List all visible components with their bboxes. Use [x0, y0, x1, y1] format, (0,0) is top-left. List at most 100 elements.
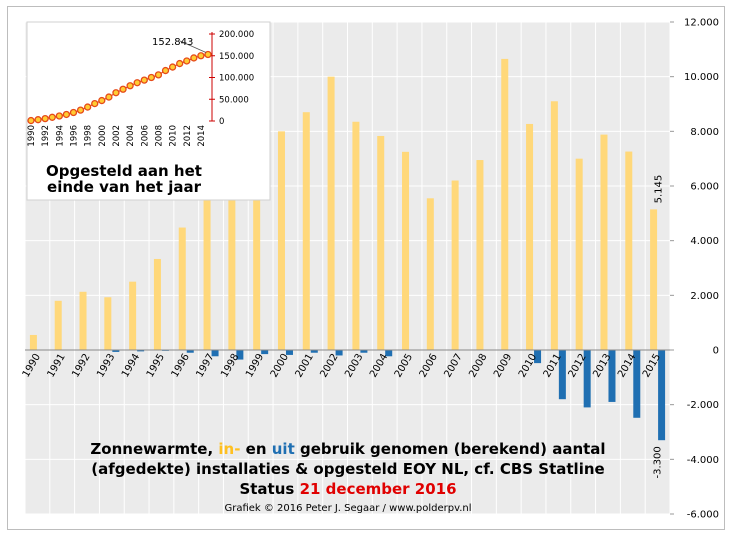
y-tick-label: 6.000 [690, 182, 719, 193]
bar-in [29, 334, 37, 350]
inset-y-tick-label: 200.000 [219, 30, 254, 40]
inset-x-tick-label: 1994 [55, 125, 65, 147]
inset-point [147, 73, 156, 82]
inset-point [168, 63, 177, 71]
bar-in [277, 131, 285, 350]
inset-x-tick-label: 1998 [84, 125, 94, 147]
inset-point [98, 96, 106, 105]
bar-in [203, 106, 211, 350]
y-tick-label: -2.000 [687, 400, 719, 411]
inset-x-tick-label: 2002 [112, 125, 122, 147]
bar-out [335, 350, 343, 356]
inset-point [161, 66, 170, 75]
bar-out [310, 350, 318, 353]
inset-y-tick-label: 0 [219, 117, 224, 127]
inset-point [183, 57, 191, 65]
bar-out [236, 350, 244, 360]
inset-point [126, 82, 134, 90]
bar-in [302, 112, 310, 350]
inset-x-tick-label: 1992 [41, 125, 51, 147]
bar-in [650, 209, 658, 350]
y-tick-label: 10.000 [684, 72, 719, 83]
bar-in [129, 281, 137, 350]
y-axis-ticks: 12.000 10.000 8.000 6.000 4.000 2.000 0 -2.000 -… [670, 18, 719, 521]
inset-point [62, 110, 71, 119]
bar-out [558, 350, 566, 400]
bar-in [575, 158, 583, 350]
bar-in [625, 151, 633, 350]
chart-title-line: (afgedekte) installaties & opgesteld EOY… [91, 460, 604, 478]
chart-title-part: uit [272, 440, 295, 458]
bars-in-series [29, 58, 658, 351]
inset-x-tick-label: 2004 [126, 125, 136, 147]
inset-point [190, 54, 198, 62]
bar-in [104, 297, 112, 350]
inset-x-tick-label: 1990 [27, 125, 37, 147]
bar-out [608, 350, 616, 402]
bar-out [137, 350, 145, 352]
inset-point [140, 76, 148, 84]
bar-out [285, 350, 293, 355]
chart-title-line: Status 21 december 2016 [239, 480, 456, 498]
bars-out-series [112, 350, 666, 441]
bar-in [377, 135, 385, 350]
bar-out [211, 350, 219, 357]
inset-point [112, 89, 120, 97]
inset-point [48, 113, 56, 121]
chart-title-line: Zonnewarmte, in- en uit gebruik genomen … [90, 440, 605, 458]
bar-in [501, 58, 509, 351]
chart-title-part: en [240, 440, 271, 458]
bar-out [633, 350, 641, 418]
bar-out [534, 350, 542, 364]
inset-point [83, 103, 92, 111]
inset-point [91, 99, 99, 108]
bar-out [186, 350, 194, 353]
inset-point [34, 116, 42, 124]
bar-in [79, 291, 87, 350]
bar-in [228, 145, 236, 350]
y-tick-label: 12.000 [684, 18, 719, 29]
inset-point [27, 116, 35, 125]
y-tick-label: 2.000 [690, 291, 719, 302]
inset-point [69, 108, 78, 117]
chart-title-part: in- [218, 440, 240, 458]
inset-point [105, 93, 113, 101]
bar-in [54, 300, 62, 350]
bar-in [153, 258, 161, 350]
inset-y-tick-label: 150.000 [219, 52, 254, 62]
bar-in [402, 151, 410, 350]
inset-y-tick-label: 50.000 [219, 95, 249, 105]
bar-in [451, 180, 459, 350]
inset-x-axis-ticks: 1990 1992 1994 1996 1998 2000 2002 2004 2006 2008… [27, 125, 207, 147]
y-tick-label: 4.000 [690, 236, 719, 247]
inset-point [176, 59, 184, 68]
bar-out [658, 350, 666, 441]
inset-x-tick-label: 2006 [140, 125, 150, 147]
bar-in [253, 116, 261, 350]
bar-in [526, 123, 534, 350]
y-tick-label: 8.000 [690, 127, 719, 138]
inset-point [55, 112, 63, 120]
bar-in [600, 134, 608, 350]
inset-point [76, 106, 85, 114]
bar-out [261, 350, 269, 355]
chart-credit: Grafiek © 2016 Peter J. Segaar / www.pol… [224, 503, 471, 514]
inset-data-label: 152.843 [152, 37, 193, 48]
chart-title-part: Zonnewarmte, [90, 440, 218, 458]
bar-out [112, 350, 120, 352]
bar-in [550, 101, 558, 351]
inset-x-tick-label: 2008 [154, 125, 164, 147]
inset-caption-line-1: Opgesteld aan het [46, 162, 202, 180]
chart-title-part: (afgedekte) installaties & opgesteld EOY… [91, 460, 604, 478]
data-label-last-in: 5.145 [654, 175, 665, 204]
bar-out [385, 350, 393, 357]
inset-points [27, 50, 212, 125]
inset-x-tick-label: 2012 [183, 125, 193, 147]
chart-title-part: gebruik genomen (berekend) aantal [295, 440, 606, 458]
inset-point [204, 50, 212, 59]
bar-out [360, 350, 368, 353]
inset-point [119, 85, 127, 93]
bar-in [352, 121, 360, 351]
data-label-last-out: -3.300 [653, 446, 664, 478]
